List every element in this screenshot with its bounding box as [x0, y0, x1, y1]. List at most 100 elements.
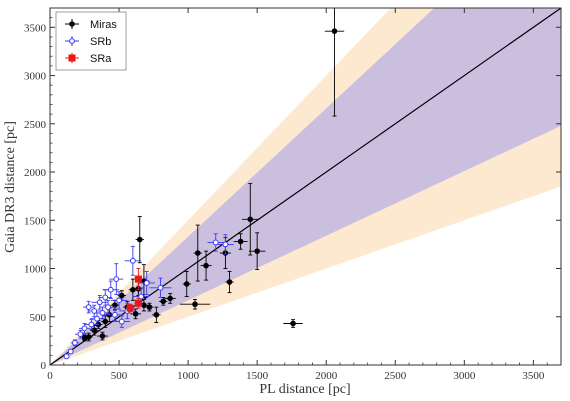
- sra-point: [134, 297, 143, 309]
- miras-point: [248, 232, 266, 270]
- y-tick-label: 1500: [24, 215, 47, 227]
- miras-point: [164, 293, 176, 304]
- marker: [136, 236, 143, 243]
- marker: [99, 333, 106, 339]
- miras-point: [241, 183, 259, 256]
- x-tick-label: 1500: [246, 370, 269, 382]
- x-tick-label: 3000: [453, 370, 476, 382]
- marker: [247, 216, 254, 223]
- axis-ticks: 0 500 1000 1500 2000 2500 3000 3500 0 500 1000 1500…: [24, 8, 561, 382]
- srb-point: [70, 339, 80, 347]
- data-points: [63, 8, 345, 360]
- series-miras: [80, 8, 345, 342]
- marker: [290, 320, 296, 327]
- x-tick-label: 1000: [177, 370, 200, 382]
- marker: [212, 239, 219, 246]
- marker: [71, 339, 78, 346]
- srb-point: [83, 300, 95, 314]
- legend-marker: [68, 54, 76, 62]
- miras-point: [182, 270, 191, 297]
- marker: [331, 28, 338, 34]
- marker: [141, 302, 147, 308]
- marker: [157, 284, 164, 291]
- x-tick-label: 0: [47, 370, 53, 382]
- marker: [102, 294, 109, 301]
- miras-point: [200, 250, 212, 281]
- x-tick-label: 3500: [522, 370, 545, 382]
- marker: [107, 286, 114, 293]
- y-tick-label: 3500: [24, 22, 47, 34]
- marker: [102, 318, 109, 325]
- y-tick-label: 2000: [24, 167, 47, 179]
- marker: [113, 276, 120, 283]
- legend-item-srb: SRb: [65, 36, 111, 48]
- marker: [99, 309, 106, 316]
- miras-point: [117, 290, 126, 301]
- y-tick-label: 2500: [24, 119, 47, 131]
- miras-point: [96, 331, 109, 341]
- marker: [129, 257, 136, 264]
- srb-point: [106, 308, 124, 322]
- srb-point: [149, 277, 172, 298]
- srb-point: [102, 280, 120, 299]
- legend-label: SRa: [90, 53, 112, 65]
- marker: [132, 311, 139, 317]
- marker: [222, 241, 229, 248]
- marker: [81, 335, 88, 341]
- srb-point: [79, 323, 91, 334]
- marker: [91, 327, 97, 334]
- srb-point: [138, 270, 155, 296]
- miras-point: [139, 298, 149, 312]
- marker: [237, 238, 244, 245]
- marker: [254, 248, 260, 254]
- marker: [160, 298, 167, 305]
- srb-point: [217, 234, 234, 255]
- legend: Miras SRb SRa: [55, 11, 127, 71]
- srb-point: [113, 315, 131, 328]
- miras-point: [145, 302, 154, 312]
- marker: [77, 331, 84, 338]
- legend-marker: [69, 21, 75, 27]
- x-tick-label: 2000: [315, 370, 338, 382]
- marker: [203, 262, 209, 269]
- marker: [118, 318, 125, 325]
- marker: [85, 304, 92, 311]
- miras-point: [283, 319, 303, 328]
- marker: [138, 293, 145, 300]
- marker: [94, 315, 100, 322]
- miras-point: [135, 215, 144, 264]
- marker: [112, 311, 118, 318]
- marker: [134, 299, 142, 307]
- marker: [67, 348, 74, 355]
- marker: [116, 297, 122, 304]
- marker: [88, 321, 95, 328]
- miras-point: [159, 297, 168, 306]
- x-tick-label: 500: [111, 370, 128, 382]
- srb-point: [91, 295, 109, 310]
- marker: [96, 299, 103, 306]
- srb-point: [84, 319, 99, 330]
- marker: [143, 280, 150, 286]
- srb-point: [74, 329, 86, 339]
- miras-point: [179, 298, 211, 310]
- srb-point: [124, 245, 142, 276]
- srb-point: [63, 353, 70, 360]
- marker: [81, 325, 88, 332]
- miras-point: [101, 315, 110, 328]
- y-tick-label: 1000: [24, 264, 47, 276]
- srb-point: [110, 291, 128, 310]
- miras-point: [324, 8, 345, 117]
- y-axis-title: Gaia DR3 distance [pc]: [3, 121, 18, 253]
- marker: [134, 275, 142, 283]
- series-srb: [63, 233, 234, 360]
- srb-point: [67, 348, 74, 355]
- miras-point: [193, 224, 202, 282]
- x-tick-label: 2500: [384, 370, 407, 382]
- y-tick-label: 500: [30, 312, 47, 324]
- marker: [91, 308, 98, 314]
- legend-label: SRb: [90, 36, 111, 48]
- plot-frame: [49, 7, 562, 366]
- sra-point: [134, 268, 143, 291]
- y-tick-label: 0: [41, 360, 47, 372]
